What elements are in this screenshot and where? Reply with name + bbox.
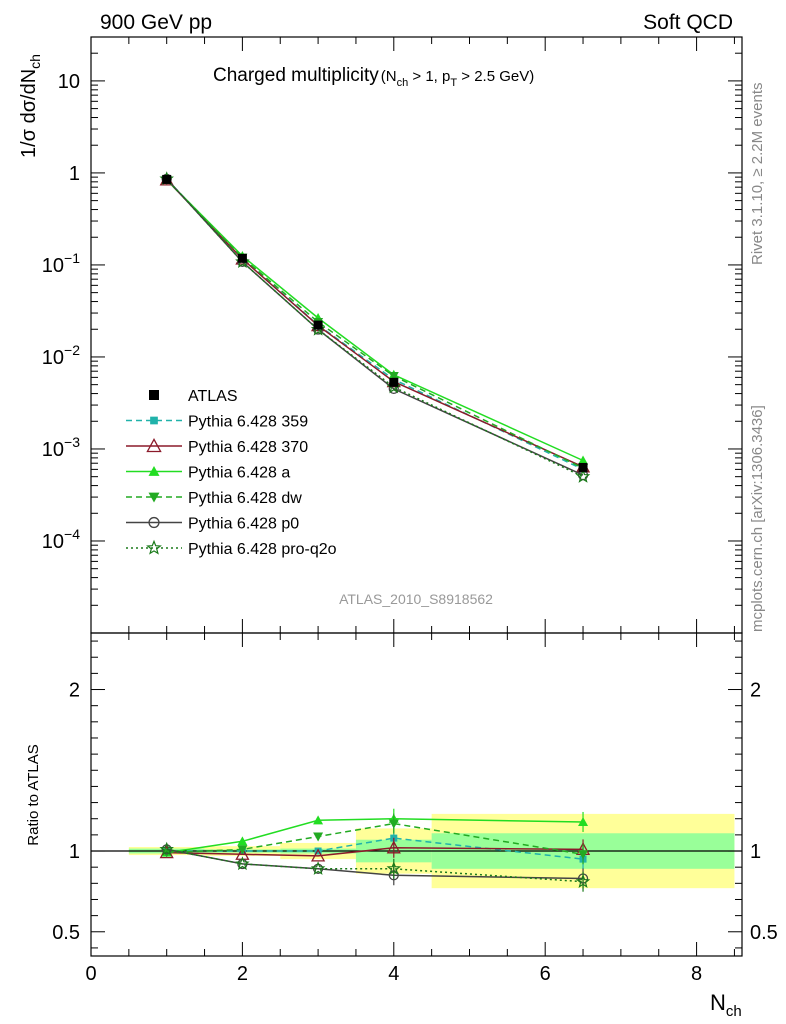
ratio-y-tick-labels: 0.5 0.5 1 1 2 2 [52,680,778,944]
legend-marker [148,516,160,529]
ratio-panel-frame [90,632,743,957]
reference-data-point [237,253,247,263]
ratio-y-axis-label: Ratio to ATLAS [25,744,42,845]
reference-data-point [313,320,323,330]
legend-marker [149,390,159,400]
x-tick-label: 6 [540,963,551,985]
legend-entry-reference: ATLAS [149,388,238,405]
main-data-point [388,372,399,382]
ratio-data-point [310,861,326,875]
chart-title: Charged multiplicity (Nch > 1, pT > 2.5 G… [213,65,534,89]
legend-label: Pythia 6.428 dw [188,490,302,507]
x-tick-label: 8 [691,963,702,985]
legend-marker [150,416,158,425]
ratio-series [159,808,591,892]
legend-entry-4: Pythia 6.428 p0 [126,516,299,533]
ratio-panel: 0.5 0.5 1 1 2 2 0 2 4 6 8 Ratio to ATLAS Nch [25,632,778,1020]
x-tick-label: 2 [237,963,248,985]
legend-marker [146,438,162,453]
ratio-data-point [235,856,250,871]
main-reference-series [162,174,588,472]
legend-label: Pythia 6.428 p0 [188,516,299,533]
y-tick-label: 1 [69,163,80,185]
main-series-line [166,179,584,469]
ratio-data-point [237,845,248,855]
ratio-data-point [159,841,174,856]
x-tick-label: 0 [85,963,96,985]
ratio-data-point [386,840,401,854]
y-tick-label: 10−3 [42,434,80,461]
ratio-y-tick-label: 1 [69,841,80,863]
x-tick-labels: 0 2 4 6 8 [85,963,702,985]
reference-data-point [162,174,172,184]
header-right: Soft QCD [643,11,733,34]
ratio-data-point [237,836,248,846]
ratio-data-point [310,848,326,862]
rivet-version-label: Rivet 3.1.10, ≥ 2.2M events [749,83,766,266]
main-series [159,171,591,483]
main-data-point [578,455,589,465]
legend-entry-2: Pythia 6.428 a [126,465,290,482]
ratio-series-5 [159,841,591,892]
legend-marker [146,539,162,555]
legend-label: ATLAS [188,388,238,405]
reference-data-point [389,377,399,387]
ratio-y-tick-label: 2 [69,680,80,702]
legend: ATLAS Pythia 6.428 359 Pythia 6.428 370 Pyt… [126,388,337,558]
mcplots-reference-label: mcplots.cern.ch [arXiv:1306.3436] [749,405,766,632]
legend-label: Pythia 6.428 pro-q2o [188,541,337,558]
ratio-y-tick-label-right: 2 [750,680,761,702]
ratio-data-point [313,815,324,825]
legend-marker [148,492,160,503]
legend-entry-1: Pythia 6.428 370 [126,438,308,456]
ratio-series-line [166,847,584,857]
y-tick-label: 10−2 [42,342,80,369]
ratio-data-point [578,816,589,826]
main-data-point [575,469,591,483]
main-series-line [166,178,584,476]
main-panel: 10−4 10−3 10−2 10−1 1 10 Charged multiplicity… [18,36,743,634]
ratio-data-point [388,819,399,829]
main-y-axis-label: 1/σ dσ/dNch [18,54,43,158]
x-tick-label: 4 [388,963,399,985]
ratio-data-point [386,861,402,875]
header-left: 900 GeV pp [100,11,212,34]
reference-data-point [578,462,588,472]
legend-marker [148,466,160,476]
analysis-watermark: ATLAS_2010_S8918562 [339,591,493,607]
legend-label: Pythia 6.428 359 [188,414,308,431]
legend-entry-0: Pythia 6.428 359 [126,414,308,431]
legend-entry-3: Pythia 6.428 dw [126,490,302,507]
x-axis-label: Nch [710,990,742,1020]
y-tick-label: 10−4 [42,526,80,553]
ratio-y-tick-label-right: 1 [750,841,761,863]
ratio-y-tick-label: 0.5 [52,922,80,944]
legend-label: Pythia 6.428 a [188,465,290,482]
main-series-5 [159,171,591,483]
ratio-data-point [575,874,591,888]
ratio-series-line [166,848,584,883]
legend-label: Pythia 6.428 370 [188,439,308,456]
y-tick-label: 10 [58,71,80,93]
main-y-tick-labels: 10−4 10−3 10−2 10−1 1 10 [42,71,80,553]
ratio-y-tick-label-right: 0.5 [750,922,778,944]
ratio-data-point [313,832,324,842]
ratio-data-point [578,850,589,860]
ratio-series-3 [161,813,589,865]
y-tick-label: 10−1 [42,250,80,277]
legend-entry-5: Pythia 6.428 pro-q2o [126,539,337,558]
ratio-axis-ticks [90,633,742,956]
